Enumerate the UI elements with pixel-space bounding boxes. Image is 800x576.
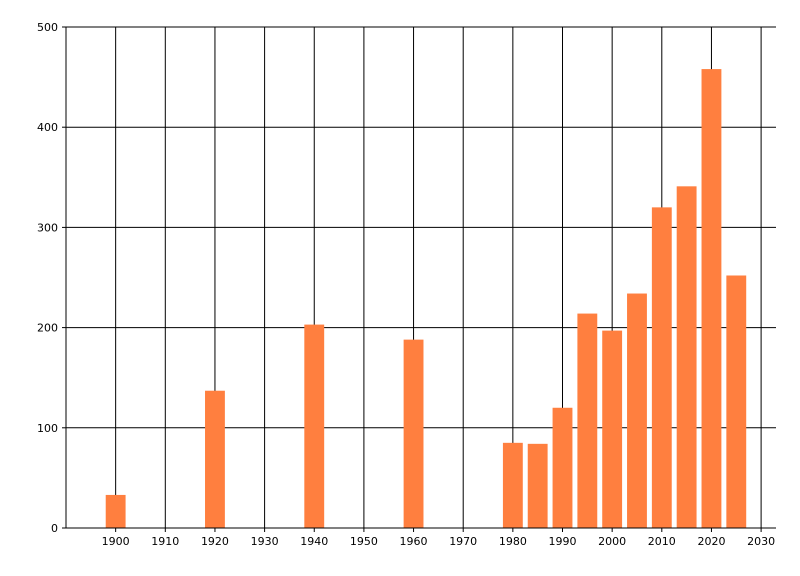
x-tick-label: 1980 <box>499 535 527 548</box>
bar <box>627 293 647 528</box>
x-tick-label: 2000 <box>598 535 626 548</box>
y-tick-label: 100 <box>37 422 58 435</box>
y-tick-label: 0 <box>51 522 58 535</box>
x-tick-label: 2020 <box>697 535 725 548</box>
x-tick-label: 1950 <box>350 535 378 548</box>
x-tick-label: 1960 <box>400 535 428 548</box>
bar <box>602 330 623 528</box>
x-tick-label: 1900 <box>102 535 130 548</box>
bar <box>651 207 672 529</box>
y-tick-label: 300 <box>37 221 58 234</box>
bar <box>527 443 548 528</box>
x-tick-label: 2010 <box>648 535 676 548</box>
bar <box>676 186 697 528</box>
x-tick-label: 2030 <box>747 535 775 548</box>
bar <box>205 390 225 528</box>
y-tick-label: 500 <box>37 21 58 34</box>
bar <box>726 275 747 528</box>
x-tick-label: 1930 <box>251 535 279 548</box>
axes <box>65 27 776 529</box>
bar <box>304 324 325 528</box>
bars <box>105 69 747 529</box>
y-tick-label: 200 <box>37 322 58 335</box>
x-tick-label: 1920 <box>201 535 229 548</box>
x-tick-label: 1990 <box>549 535 577 548</box>
x-tick-label: 1940 <box>300 535 328 548</box>
bar <box>701 69 722 529</box>
bar <box>403 339 424 528</box>
bar <box>552 407 573 528</box>
bar <box>105 494 126 528</box>
bar <box>502 442 523 528</box>
x-tick-label: 1970 <box>449 535 477 548</box>
x-axis-ticks: 1900 1910 1920 1930 1940 1950 1960 1970 1980 1990… <box>102 528 775 548</box>
y-axis-ticks: 0 100 200 300 400 500 <box>37 21 66 535</box>
y-tick-label: 400 <box>37 121 58 134</box>
bar <box>577 313 598 528</box>
x-tick-label: 1910 <box>151 535 179 548</box>
